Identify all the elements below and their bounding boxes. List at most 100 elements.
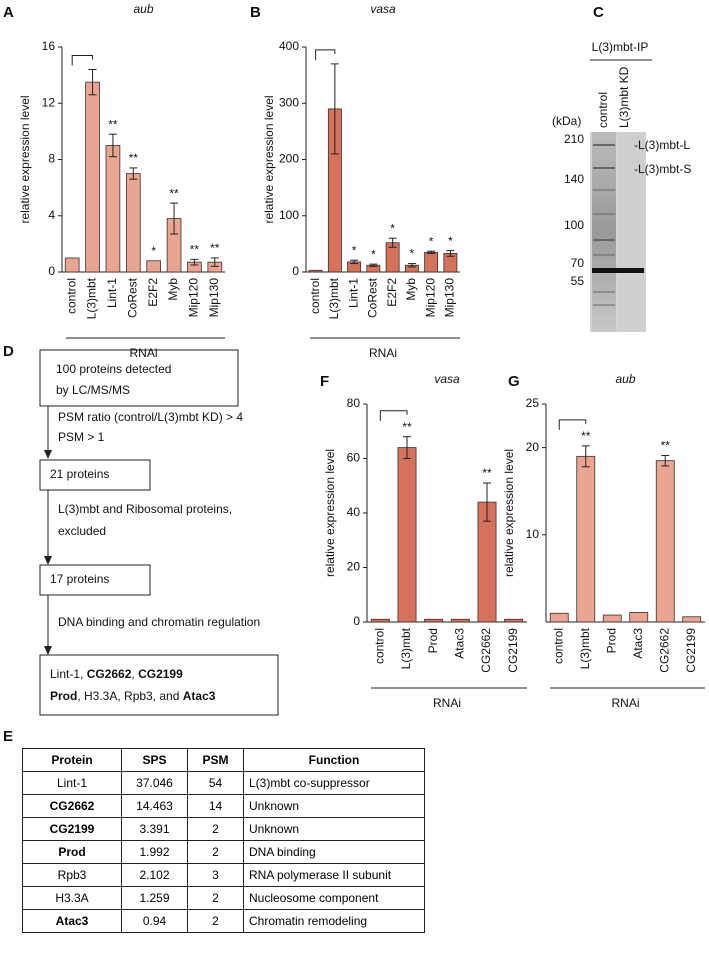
cell: 2 (187, 909, 244, 933)
bar (424, 618, 444, 623)
table-row: Rpb3 2.102 3 RNA polymerase II subunit (22, 863, 425, 887)
cell: 54 (187, 771, 244, 795)
y-tick-label: 8 (48, 152, 55, 166)
cell: 2 (187, 840, 244, 864)
bar (146, 260, 162, 273)
flow-text: Lint-1, CG2662, CG2199 (50, 667, 183, 681)
y-tick-label: 400 (279, 39, 299, 53)
y-tick-label: 4 (48, 208, 55, 222)
table-row: CG2199 3.391 2 Unknown (22, 817, 425, 841)
y-tick-label: 0 (48, 264, 55, 278)
marker-label: 210 (564, 132, 584, 146)
bar (450, 618, 470, 623)
flow-step: PSM > 1 (58, 430, 105, 444)
significance: * (151, 244, 156, 258)
band-label: -L(3)mbt-L (634, 138, 690, 152)
cell: CG2662 (22, 794, 122, 818)
flow-item: Prod (50, 689, 77, 703)
x-tick-label: control (373, 628, 387, 664)
bar (682, 616, 702, 623)
flow-item: CG2662 (87, 667, 132, 681)
cell: Unknown (243, 817, 425, 841)
flow-item: Atac3 (183, 689, 216, 703)
cell: Unknown (243, 794, 425, 818)
x-tick-label: E2F2 (146, 278, 160, 307)
significance: ** (581, 429, 591, 443)
marker-label: 70 (571, 256, 585, 270)
arrow-head (44, 646, 52, 655)
flow-step: DNA binding and chromatin regulation (58, 615, 260, 629)
x-tick-label: control (551, 628, 565, 664)
flow-text: 17 proteins (50, 572, 109, 586)
flow-text: 100 proteins detected (56, 362, 171, 376)
bar (602, 614, 622, 623)
y-tick-label: 0 (353, 614, 360, 628)
flow-box (39, 654, 279, 716)
y-axis-title: relative expression level (323, 449, 337, 577)
cell: 37.046 (121, 771, 188, 795)
panel-letter: D (3, 343, 14, 360)
arrow-head (44, 450, 52, 459)
bar (629, 612, 649, 623)
x-axis-title: RNAi (369, 346, 397, 360)
chart-title: vasa (370, 2, 396, 16)
flow-text: 21 proteins (50, 467, 109, 481)
cell: 1.992 (121, 840, 188, 864)
cell: 3 (187, 863, 244, 887)
marker-label: 140 (564, 172, 584, 186)
cell: Lint-1 (22, 771, 122, 795)
x-tick-label: CoRest (125, 277, 139, 318)
y-axis-title: relative expression level (18, 95, 32, 223)
band-label: -L(3)mbt-S (634, 162, 691, 176)
cell: 3.391 (121, 817, 188, 841)
comparison-bracket (558, 419, 587, 430)
chart-title: aub (615, 372, 635, 386)
x-tick-label: CG2199 (684, 628, 698, 673)
table-row: H3.3A 1.259 2 Nucleosome component (22, 886, 425, 910)
flow-item: , (131, 667, 138, 681)
cell: 14 (187, 794, 244, 818)
flow-text: by LC/MS/MS (56, 383, 130, 397)
bar (64, 257, 80, 273)
cell: Nucleosome component (243, 886, 425, 910)
cell: 2.102 (121, 863, 188, 887)
table-row: CG2662 14.463 14 Unknown (22, 794, 425, 818)
cell: 14.463 (121, 794, 188, 818)
y-tick-label: 40 (347, 505, 361, 519)
significance: * (390, 221, 395, 235)
x-tick-label: L(3)mbt (85, 277, 99, 319)
y-tick-label: 12 (42, 95, 56, 109)
bar (504, 618, 524, 623)
comparison-bracket (315, 49, 336, 60)
gel-band (592, 268, 644, 273)
x-tick-label: Mip120 (423, 278, 437, 318)
x-axis-title: RNAi (129, 346, 157, 360)
lane-label: L(3)mbt KD (617, 66, 631, 128)
panel-letter: C (593, 4, 604, 21)
flow-step: excluded (58, 524, 106, 538)
panel-letter: A (3, 4, 14, 21)
cell: Prod (22, 840, 122, 864)
cell: Rpb3 (22, 863, 122, 887)
cell: H3.3A (22, 886, 122, 910)
x-tick-label: CG2199 (506, 628, 520, 673)
flow-step: PSM ratio (control/L(3)mbt KD) > 4 (58, 410, 243, 424)
significance: * (410, 247, 415, 261)
gel-bands (593, 144, 615, 306)
significance: ** (129, 151, 139, 165)
bar (576, 455, 596, 623)
cell: RNA polymerase II subunit (243, 863, 425, 887)
bar (85, 81, 100, 273)
significance: * (371, 247, 376, 261)
lane-label: control (596, 92, 610, 128)
flow-item: CG2199 (138, 667, 183, 681)
x-tick-label: Myb (404, 278, 418, 301)
table-row: Lint-1 37.046 54 L(3)mbt co-suppressor (22, 771, 425, 795)
table-header: Protein SPS PSM Function (22, 748, 425, 772)
cell: 2 (187, 886, 244, 910)
chart-title: aub (133, 2, 153, 16)
gel-unit: (kDa) (552, 114, 581, 128)
arrow-head (44, 556, 52, 565)
